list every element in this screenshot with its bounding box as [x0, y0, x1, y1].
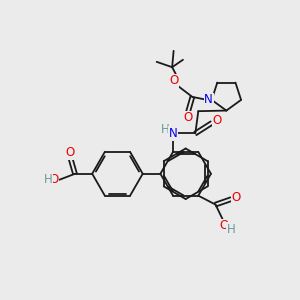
Text: H: H: [161, 123, 170, 136]
Text: O: O: [231, 191, 241, 204]
Text: N: N: [204, 93, 213, 106]
Text: O: O: [66, 146, 75, 160]
Text: O: O: [169, 74, 178, 87]
Text: N: N: [169, 127, 177, 140]
Text: O: O: [50, 173, 59, 186]
Text: H: H: [44, 173, 52, 186]
Text: O: O: [212, 114, 222, 127]
Text: H: H: [227, 223, 236, 236]
Text: O: O: [183, 111, 193, 124]
Text: O: O: [220, 220, 229, 232]
